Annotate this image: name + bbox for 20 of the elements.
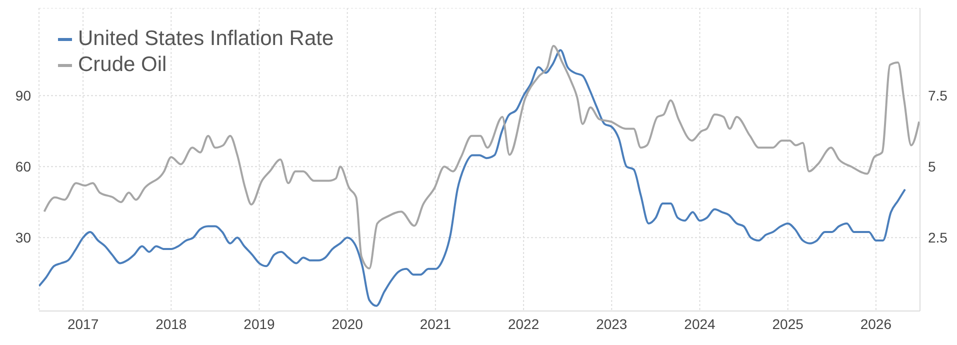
x-tick-label: 2025 [772,316,804,332]
legend-label: United States Inflation Rate [78,26,334,52]
line-series [39,49,906,307]
x-tick-label: 2024 [684,316,716,332]
y2-tick-label: 2.5 [928,230,948,246]
y-tick-label: 30 [15,230,32,246]
x-tick-label: 2017 [67,316,99,332]
y-tick-label: 90 [15,88,32,104]
legend-label: Crude Oil [78,52,167,78]
line-series [43,44,920,270]
x-tick-label: 2023 [596,316,628,332]
y2-tick-label: 5 [928,158,936,175]
y2-tick-label: 7.5 [928,88,948,104]
x-tick-label: 2026 [860,316,892,332]
x-tick-label: 2022 [508,316,540,332]
x-tick-label: 2018 [156,316,187,332]
x-tick-label: 2021 [420,316,452,332]
y-tick-label: 60 [15,158,32,175]
x-tick-label: 2020 [332,316,364,332]
x-tick-label: 2019 [244,316,276,332]
